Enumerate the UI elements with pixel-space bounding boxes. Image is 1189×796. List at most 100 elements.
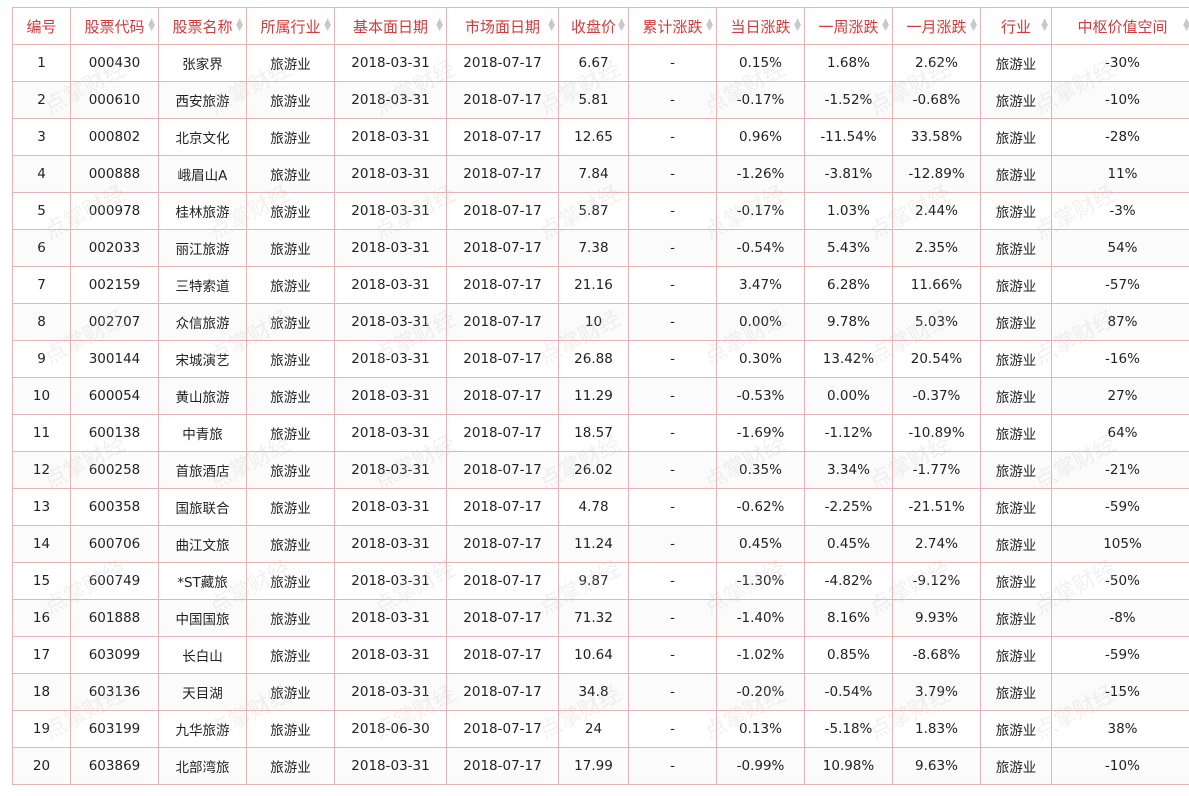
cell-monthly-change: -8.68% xyxy=(892,636,981,674)
cell-industry: 旅游业 xyxy=(980,747,1052,785)
column-header-cumulative-change[interactable]: 累计涨跌 ▲ ▼ xyxy=(628,7,717,45)
cell-market-date: 2018-07-17 xyxy=(446,340,559,378)
cell-weekly-change: -2.25% xyxy=(804,488,893,526)
cell-market-date: 2018-07-17 xyxy=(446,636,559,674)
cell-monthly-change: -0.37% xyxy=(892,377,981,415)
column-header-industry[interactable]: 行业 ▲ ▼ xyxy=(980,7,1052,45)
cell-weekly-change: 1.03% xyxy=(804,192,893,230)
sort-arrows-icon[interactable]: ▲▼ xyxy=(970,17,977,33)
cell-industry: 旅游业 xyxy=(980,673,1052,711)
cell-market-date: 2018-07-17 xyxy=(446,303,559,341)
cell-name: 桂林旅游 xyxy=(158,192,247,230)
cell-daily-change: -1.02% xyxy=(716,636,805,674)
cell-value-space: -21% xyxy=(1051,451,1189,489)
cell-index: 9 xyxy=(12,340,71,378)
column-header-close-price[interactable]: 收盘价 ▲ ▼ xyxy=(558,7,629,45)
sort-arrows-icon[interactable]: ▲▼ xyxy=(706,17,713,33)
cell-name: 中国国旅 xyxy=(158,599,247,637)
cell-market-date: 2018-07-17 xyxy=(446,488,559,526)
cell-value-space: 27% xyxy=(1051,377,1189,415)
cell-fundamental-date: 2018-03-31 xyxy=(334,266,447,304)
cell-sector: 旅游业 xyxy=(246,599,335,637)
cell-index: 14 xyxy=(12,525,71,563)
sort-arrows-icon[interactable]: ▲▼ xyxy=(148,17,155,33)
column-header-market-date[interactable]: 市场面日期 ▲ ▼ xyxy=(446,7,559,45)
table-row: 12 600258 首旅酒店 旅游业 2018-03-31 2018-07-17 26.02… xyxy=(12,451,1189,489)
cell-weekly-change: 5.43% xyxy=(804,229,893,267)
cell-name: 三特索道 xyxy=(158,266,247,304)
cell-close-price: 21.16 xyxy=(558,266,629,304)
cell-name: 北部湾旅 xyxy=(158,747,247,785)
table-header: 编号 股票代码 ▲ ▼ 股票名称 ▲ ▼ 所属行业 ▲ ▼ 基本面日期 ▲ ▼ 市场面日期 ▲ ▼ 收盘价 ▲ ▼ 累… xyxy=(12,7,1189,45)
cell-weekly-change: -5.18% xyxy=(804,710,893,748)
cell-fundamental-date: 2018-03-31 xyxy=(334,488,447,526)
cell-close-price: 6.67 xyxy=(558,44,629,82)
cell-daily-change: 0.30% xyxy=(716,340,805,378)
cell-industry: 旅游业 xyxy=(980,636,1052,674)
cell-sector: 旅游业 xyxy=(246,266,335,304)
cell-value-space: 54% xyxy=(1051,229,1189,267)
cell-close-price: 7.38 xyxy=(558,229,629,267)
column-header-label: 股票名称 xyxy=(172,17,233,36)
cell-code: 603199 xyxy=(70,710,159,748)
cell-monthly-change: 2.74% xyxy=(892,525,981,563)
column-header-monthly-change[interactable]: 一月涨跌 ▲ ▼ xyxy=(892,7,981,45)
column-header-daily-change[interactable]: 当日涨跌 ▲ ▼ xyxy=(716,7,805,45)
sort-arrows-icon[interactable]: ▲▼ xyxy=(882,17,889,33)
cell-name: 西安旅游 xyxy=(158,81,247,119)
cell-code: 000430 xyxy=(70,44,159,82)
column-header-value-space[interactable]: 中枢价值空间 ▲▼ xyxy=(1051,7,1189,45)
column-header-name[interactable]: 股票名称 ▲ ▼ xyxy=(158,7,247,45)
cell-market-date: 2018-07-17 xyxy=(446,525,559,563)
cell-value-space: 105% xyxy=(1051,525,1189,563)
cell-cumulative-change: - xyxy=(628,81,717,119)
cell-name: 天目湖 xyxy=(158,673,247,711)
sort-arrows-icon[interactable]: ▲▼ xyxy=(324,17,331,33)
cell-cumulative-change: - xyxy=(628,340,717,378)
cell-industry: 旅游业 xyxy=(980,451,1052,489)
cell-daily-change: 0.13% xyxy=(716,710,805,748)
sort-arrows-icon[interactable]: ▲▼ xyxy=(436,17,443,33)
column-header-fundamental-date[interactable]: 基本面日期 ▲ ▼ xyxy=(334,7,447,45)
cell-daily-change: -1.40% xyxy=(716,599,805,637)
cell-cumulative-change: - xyxy=(628,525,717,563)
table-row: 5 000978 桂林旅游 旅游业 2018-03-31 2018-07-17 5.87- -… xyxy=(12,192,1189,230)
cell-monthly-change: 3.79% xyxy=(892,673,981,711)
table-row: 6 002033 丽江旅游 旅游业 2018-03-31 2018-07-17 7.38- -… xyxy=(12,229,1189,267)
sort-arrows-icon[interactable]: ▲▼ xyxy=(548,17,555,33)
cell-value-space: 38% xyxy=(1051,710,1189,748)
cell-value-space: -57% xyxy=(1051,266,1189,304)
cell-code: 603099 xyxy=(70,636,159,674)
cell-value-space: -50% xyxy=(1051,562,1189,600)
sort-arrows-icon[interactable]: ▲▼ xyxy=(618,17,625,33)
cell-index: 6 xyxy=(12,229,71,267)
column-header-sector[interactable]: 所属行业 ▲ ▼ xyxy=(246,7,335,45)
cell-name: 黄山旅游 xyxy=(158,377,247,415)
cell-sector: 旅游业 xyxy=(246,81,335,119)
cell-cumulative-change: - xyxy=(628,44,717,82)
cell-market-date: 2018-07-17 xyxy=(446,747,559,785)
column-header-weekly-change[interactable]: 一周涨跌 ▲ ▼ xyxy=(804,7,893,45)
cell-code: 600138 xyxy=(70,414,159,452)
cell-weekly-change: 0.45% xyxy=(804,525,893,563)
cell-industry: 旅游业 xyxy=(980,414,1052,452)
sort-arrows-icon[interactable]: ▲▼ xyxy=(1041,17,1048,33)
cell-weekly-change: 0.00% xyxy=(804,377,893,415)
cell-value-space: -15% xyxy=(1051,673,1189,711)
cell-industry: 旅游业 xyxy=(980,599,1052,637)
cell-sector: 旅游业 xyxy=(246,636,335,674)
sort-arrows-icon[interactable]: ▲▼ xyxy=(236,17,243,33)
cell-industry: 旅游业 xyxy=(980,229,1052,267)
cell-index: 13 xyxy=(12,488,71,526)
column-header-code[interactable]: 股票代码 ▲ ▼ xyxy=(70,7,159,45)
cell-index: 16 xyxy=(12,599,71,637)
sort-arrows-icon[interactable]: ▲▼ xyxy=(794,17,801,33)
table-row: 14 600706 曲江文旅 旅游业 2018-03-31 2018-07-17 11.24… xyxy=(12,525,1189,563)
cell-index: 5 xyxy=(12,192,71,230)
cell-market-date: 2018-07-17 xyxy=(446,192,559,230)
column-header-label: 一周涨跌 xyxy=(818,17,879,36)
cell-cumulative-change: - xyxy=(628,747,717,785)
sort-arrows-icon[interactable]: ▲▼ xyxy=(1183,18,1189,33)
cell-weekly-change: -1.12% xyxy=(804,414,893,452)
cell-name: 首旅酒店 xyxy=(158,451,247,489)
